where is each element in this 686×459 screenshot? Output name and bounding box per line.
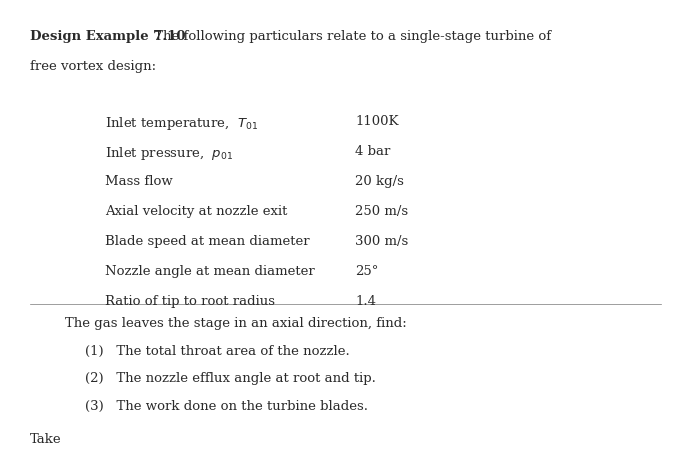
Text: 1.4: 1.4 bbox=[355, 295, 376, 308]
Text: 300 m/s: 300 m/s bbox=[355, 235, 408, 248]
Text: Nozzle angle at mean diameter: Nozzle angle at mean diameter bbox=[105, 265, 315, 278]
Text: 4 bar: 4 bar bbox=[355, 145, 390, 158]
Text: Mass flow: Mass flow bbox=[105, 175, 173, 188]
Text: 250 m/s: 250 m/s bbox=[355, 205, 408, 218]
Text: 20 kg/s: 20 kg/s bbox=[355, 175, 404, 188]
Text: Design Example 7.10: Design Example 7.10 bbox=[30, 30, 185, 43]
Text: 1100K: 1100K bbox=[355, 115, 399, 128]
Text: The gas leaves the stage in an axial direction, find:: The gas leaves the stage in an axial dir… bbox=[65, 316, 407, 330]
Text: free vortex design:: free vortex design: bbox=[30, 60, 156, 73]
Text: (3)   The work done on the turbine blades.: (3) The work done on the turbine blades. bbox=[85, 399, 368, 412]
Text: (2)   The nozzle efflux angle at root and tip.: (2) The nozzle efflux angle at root and … bbox=[85, 371, 376, 385]
Text: Take: Take bbox=[30, 432, 62, 445]
Text: Inlet pressure,  $p_{01}$: Inlet pressure, $p_{01}$ bbox=[105, 145, 233, 162]
Text: Inlet temperature,  $T_{01}$: Inlet temperature, $T_{01}$ bbox=[105, 115, 259, 132]
Text: Ratio of tip to root radius: Ratio of tip to root radius bbox=[105, 295, 275, 308]
Text: Axial velocity at nozzle exit: Axial velocity at nozzle exit bbox=[105, 205, 287, 218]
Text: (1)   The total throat area of the nozzle.: (1) The total throat area of the nozzle. bbox=[85, 344, 350, 357]
Text: The following particulars relate to a single-stage turbine of: The following particulars relate to a si… bbox=[150, 30, 551, 43]
Text: 25°: 25° bbox=[355, 265, 379, 278]
Text: Blade speed at mean diameter: Blade speed at mean diameter bbox=[105, 235, 309, 248]
